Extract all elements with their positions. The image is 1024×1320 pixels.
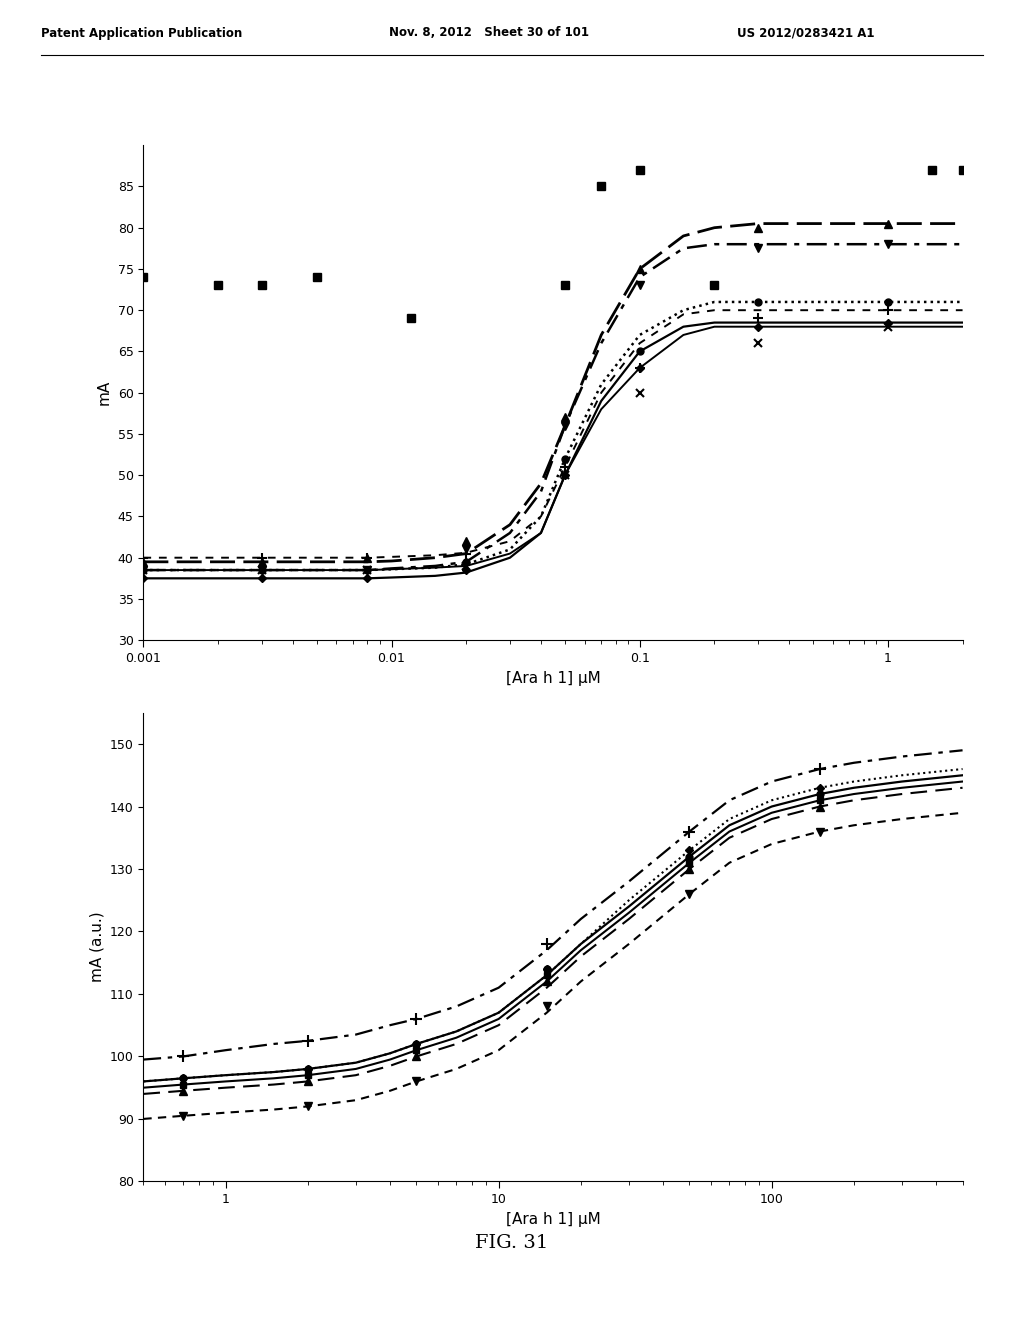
Text: Nov. 8, 2012   Sheet 30 of 101: Nov. 8, 2012 Sheet 30 of 101 xyxy=(389,26,589,40)
Text: US 2012/0283421 A1: US 2012/0283421 A1 xyxy=(737,26,874,40)
Text: FIG. 31: FIG. 31 xyxy=(475,1234,549,1253)
X-axis label: [Ara h 1] μM: [Ara h 1] μM xyxy=(506,671,600,685)
Y-axis label: mA: mA xyxy=(97,380,112,405)
X-axis label: [Ara h 1] μM: [Ara h 1] μM xyxy=(506,1212,600,1226)
Y-axis label: mA (a.u.): mA (a.u.) xyxy=(89,912,104,982)
Text: Patent Application Publication: Patent Application Publication xyxy=(41,26,243,40)
